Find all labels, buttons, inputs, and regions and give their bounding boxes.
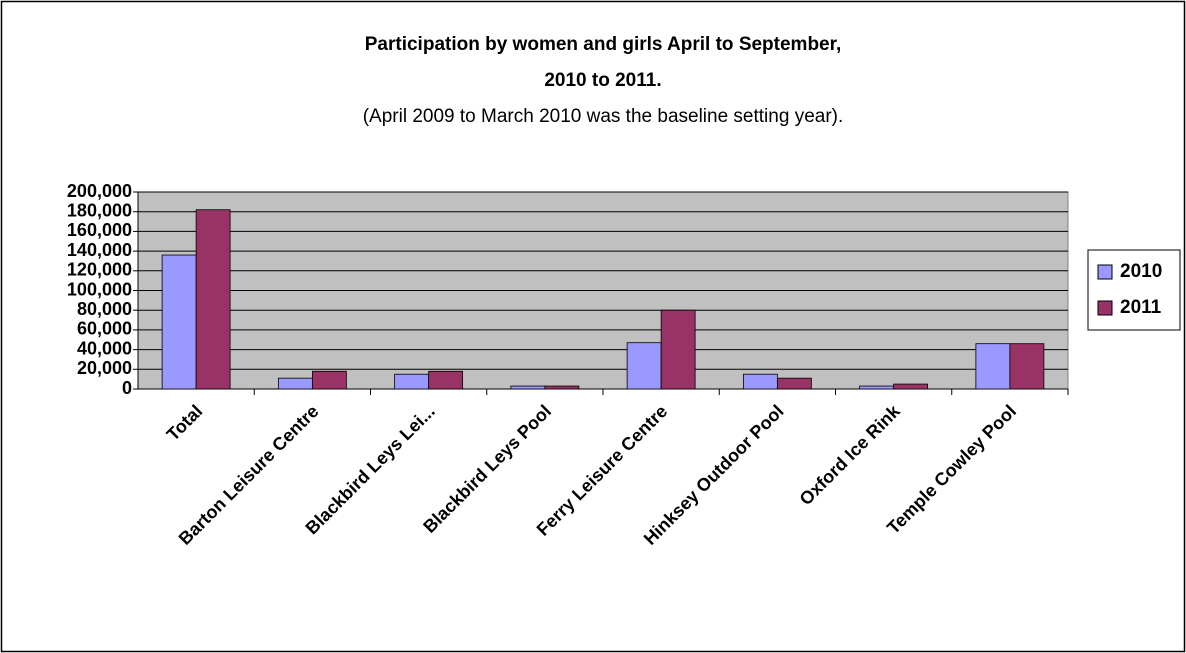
bar [626, 342, 662, 390]
chart-subtitle: (April 2009 to March 2010 was the baseli… [363, 106, 844, 127]
y-tick-label: 0 [122, 378, 132, 398]
y-tick-label: 180,000 [67, 200, 132, 220]
y-tick-label: 100,000 [67, 279, 132, 299]
y-tick-label: 40,000 [77, 338, 132, 358]
legend-swatch [1097, 300, 1113, 316]
bar [544, 385, 580, 390]
bar [660, 309, 696, 390]
y-tick-label: 60,000 [77, 319, 132, 339]
y-tick-label: 200,000 [67, 181, 132, 201]
bar [742, 373, 778, 390]
y-tick-label: 160,000 [67, 220, 132, 240]
bar [161, 254, 197, 390]
y-tick-label: 20,000 [77, 358, 132, 378]
legend-box [1087, 249, 1181, 331]
bar [311, 370, 347, 390]
bar [776, 377, 812, 390]
y-tick-label: 80,000 [77, 299, 132, 319]
y-tick-label: 120,000 [67, 260, 132, 280]
bar [428, 370, 464, 390]
bar [277, 377, 313, 390]
bar [1009, 343, 1045, 390]
bar [893, 383, 929, 390]
bar [394, 373, 430, 390]
bar [510, 385, 546, 390]
chart-title: Participation by women and girls April t… [365, 34, 842, 55]
legend-label: 2011 [1120, 297, 1162, 318]
bar [859, 385, 895, 390]
chart-title: 2010 to 2011. [544, 70, 661, 91]
y-tick-label: 140,000 [67, 240, 132, 260]
legend-swatch [1097, 264, 1113, 280]
bar [195, 209, 231, 390]
bar [975, 343, 1011, 390]
legend-label: 2010 [1120, 261, 1162, 282]
